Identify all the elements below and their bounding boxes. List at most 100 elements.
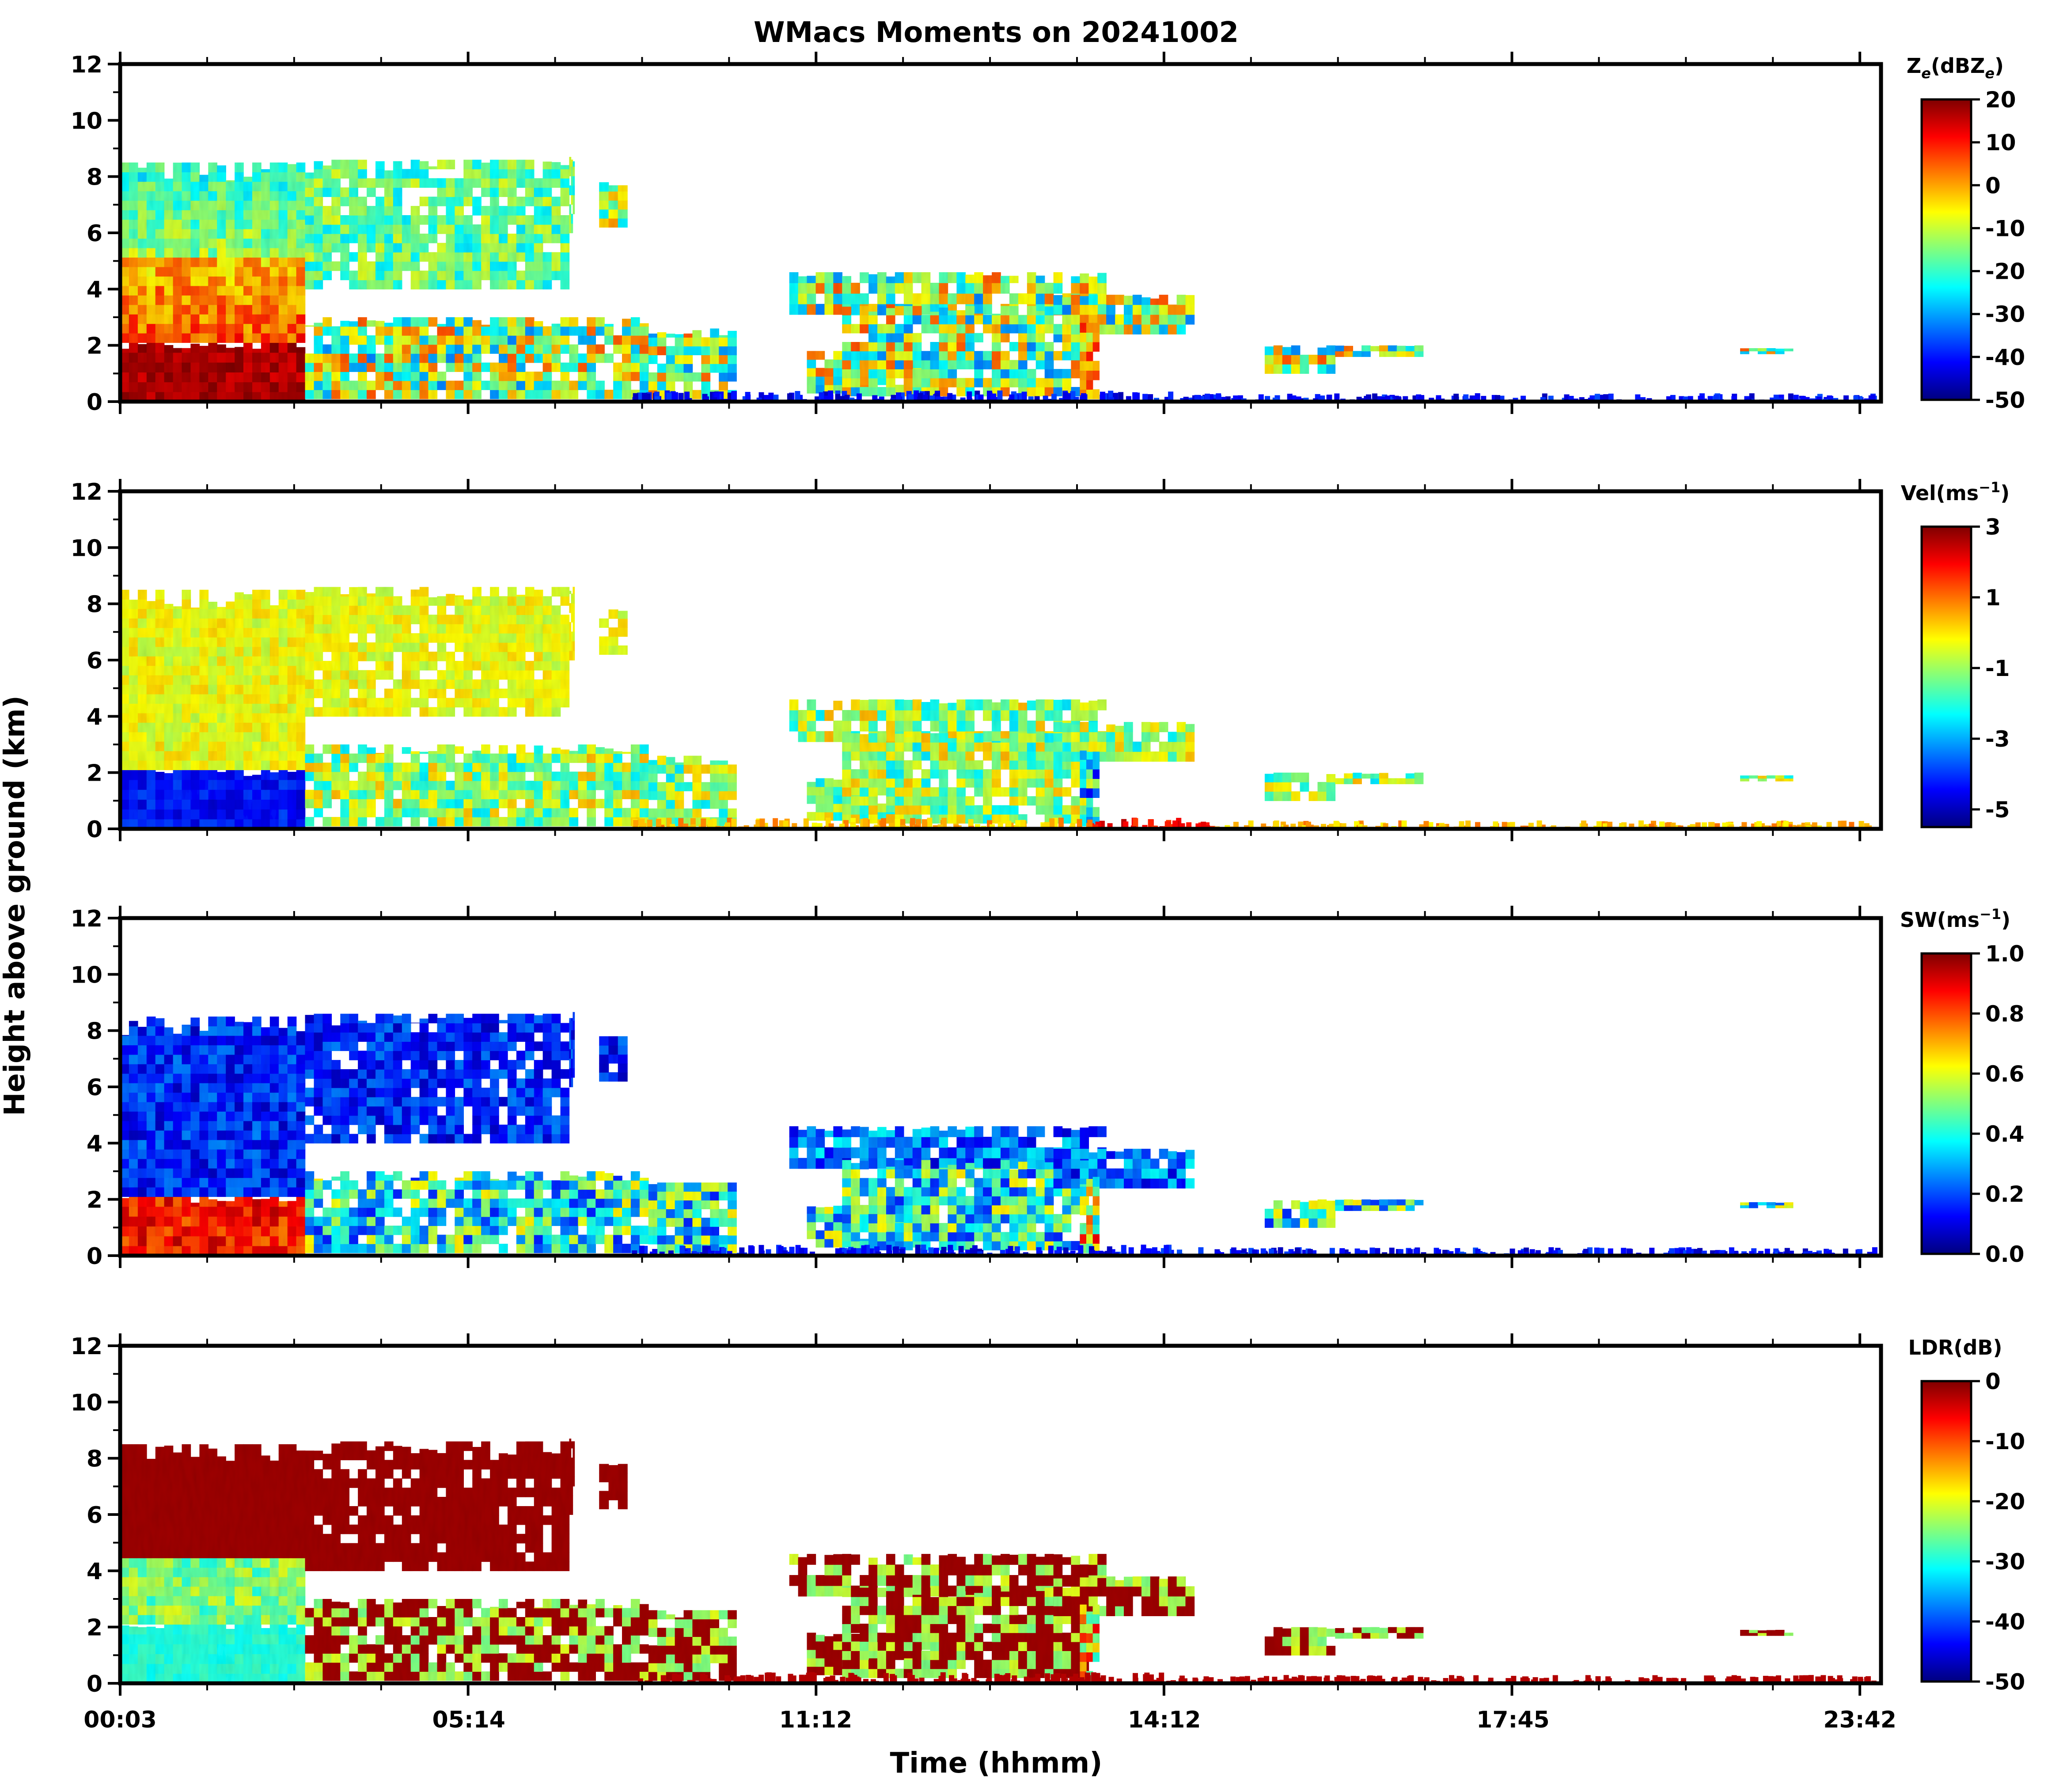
- radar-cell: [903, 272, 913, 283]
- radar-cell: [199, 809, 209, 820]
- radar-cell: [190, 656, 200, 666]
- radar-cell: [573, 176, 575, 186]
- radar-cell: [1044, 751, 1054, 761]
- radar-cell: [1053, 378, 1063, 387]
- radar-cell: [340, 698, 349, 708]
- radar-cell: [499, 615, 508, 624]
- radar-cell: [1088, 700, 1098, 710]
- radar-cell: [305, 390, 315, 399]
- radar-cell: [446, 698, 455, 708]
- radar-cell: [182, 348, 191, 353]
- radar-cell: [868, 360, 878, 369]
- radar-cell: [226, 684, 235, 695]
- radar-cell: [1086, 769, 1093, 779]
- radar-cell: [542, 169, 552, 179]
- radar-cell: [226, 665, 235, 676]
- radar-cell: [226, 779, 235, 790]
- radar-cell: [868, 283, 878, 294]
- radar-cell: [358, 744, 367, 754]
- radar-cell: [622, 319, 631, 327]
- clutter-cell: [773, 818, 778, 829]
- radar-cell: [1071, 276, 1081, 283]
- radar-cell: [314, 280, 323, 290]
- radar-cell: [1044, 360, 1054, 369]
- radar-cell: [217, 1083, 226, 1093]
- radar-cell: [948, 315, 957, 325]
- radar-cell: [146, 1016, 156, 1026]
- radar-cell: [446, 390, 455, 399]
- radar-cell: [137, 391, 147, 402]
- radar-cell: [384, 670, 394, 680]
- radar-cell: [1018, 369, 1028, 379]
- radar-cell: [199, 722, 209, 733]
- radar-cell: [182, 247, 191, 258]
- radar-cell: [155, 608, 165, 619]
- radar-cell: [930, 351, 940, 361]
- radar-cell: [208, 1035, 217, 1045]
- radar-cell: [481, 187, 490, 197]
- radar-cell: [261, 181, 270, 191]
- radar-cell: [419, 605, 429, 615]
- radar-cell: [146, 333, 156, 343]
- radar-cell: [599, 209, 609, 219]
- radar-cell: [525, 280, 535, 290]
- radar-cell: [842, 342, 851, 352]
- radar-cell: [305, 380, 315, 390]
- radar-cell: [287, 210, 297, 220]
- radar-cell: [886, 787, 895, 797]
- radar-cell: [639, 326, 649, 336]
- radar-cell: [472, 224, 482, 234]
- radar-cell: [322, 744, 332, 754]
- radar-cell: [886, 769, 895, 779]
- radar-cell: [507, 206, 517, 216]
- radar-cell: [182, 799, 191, 810]
- radar-cell: [340, 661, 349, 671]
- radar-cell: [992, 760, 1001, 770]
- radar-cell: [1053, 295, 1063, 305]
- colorbar-tick-label: 3: [1985, 514, 2001, 540]
- radar-cell: [120, 323, 129, 334]
- radar-cell: [384, 587, 394, 597]
- radar-cell: [287, 722, 297, 733]
- radar-cell: [1141, 751, 1151, 762]
- radar-cell: [331, 624, 341, 634]
- radar-cell: [551, 799, 561, 809]
- radar-cell: [208, 665, 217, 676]
- radar-cell: [437, 324, 447, 327]
- radar-cell: [358, 679, 367, 689]
- radar-cell: [824, 272, 834, 283]
- radar-cell: [331, 335, 341, 345]
- radar-cell: [278, 266, 288, 277]
- radar-cell: [481, 270, 490, 281]
- radar-cell: [534, 615, 543, 624]
- radar-cell: [129, 362, 138, 372]
- radar-cell: [252, 589, 262, 600]
- radar-cell: [226, 181, 235, 191]
- radar-cell: [437, 651, 447, 661]
- radar-cell: [446, 661, 455, 671]
- radar-cell: [587, 390, 596, 399]
- radar-cell: [490, 261, 499, 271]
- radar-cell: [860, 351, 869, 361]
- radar-cell: [824, 359, 834, 368]
- radar-cell: [261, 599, 270, 609]
- radar-cell: [534, 224, 543, 234]
- radar-cell: [499, 670, 508, 680]
- radar-cell: [613, 771, 622, 781]
- radar-cell: [481, 790, 490, 799]
- radar-cell: [1097, 304, 1107, 315]
- radar-cell: [243, 675, 253, 685]
- radar-cell: [525, 215, 535, 225]
- radar-cell: [499, 707, 508, 717]
- radar-cell: [384, 744, 394, 754]
- radar-cell: [886, 378, 895, 387]
- radar-cell: [296, 799, 306, 810]
- radar-cell: [1080, 273, 1089, 283]
- radar-cell: [481, 651, 490, 661]
- radar-cell: [217, 1168, 226, 1178]
- radar-cell: [235, 1177, 244, 1188]
- radar-cell: [551, 178, 561, 188]
- clutter-cell: [879, 396, 884, 402]
- radar-cell: [534, 178, 543, 188]
- radar-cell: [155, 1111, 165, 1121]
